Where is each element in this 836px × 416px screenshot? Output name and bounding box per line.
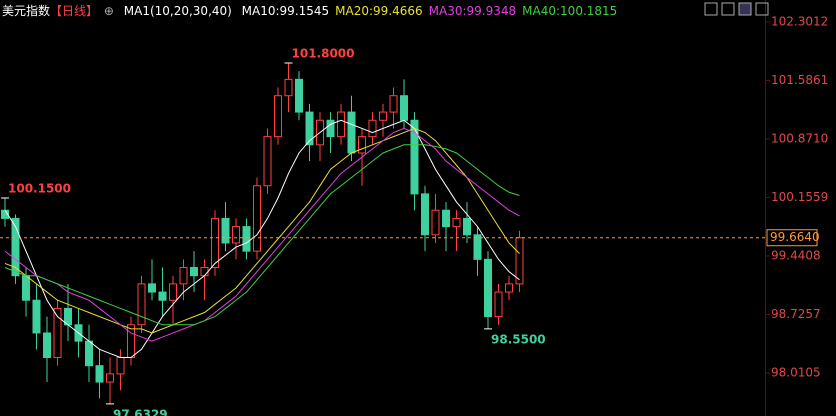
candle-body xyxy=(368,119,377,138)
candle-body xyxy=(494,291,503,318)
indicator-name[interactable]: MA1(10,20,30,40) xyxy=(123,4,232,18)
candle-body xyxy=(484,258,492,318)
candle-body xyxy=(190,267,198,277)
candle-body xyxy=(32,299,41,334)
tool-icon[interactable] xyxy=(755,2,769,16)
legend-entry: MA10:99.1545 xyxy=(241,4,330,18)
candle-body xyxy=(148,283,156,293)
candle-body xyxy=(410,119,419,195)
candle-body xyxy=(43,332,51,359)
candle-body xyxy=(22,275,30,301)
settings-icon[interactable]: ⊕ xyxy=(103,4,114,18)
ma-line xyxy=(4,127,520,342)
candle-body xyxy=(431,209,440,236)
candle-body xyxy=(284,78,293,97)
candle-body xyxy=(389,95,398,113)
tool-icon[interactable] xyxy=(721,2,735,16)
candle-body xyxy=(305,111,314,146)
candle-body xyxy=(116,357,125,375)
last-price-box xyxy=(766,229,818,247)
y-tick-label: 100.8710 xyxy=(771,131,828,145)
y-tick-label: 101.5861 xyxy=(771,73,828,87)
marker-label: 100.1500 xyxy=(8,181,71,195)
legend: MA10:99.1545 MA20:99.4666 MA30:99.9348 MA40… xyxy=(242,4,624,18)
candle-body xyxy=(95,365,104,383)
candle-body xyxy=(515,237,524,285)
candle-body xyxy=(179,267,188,285)
last-price-label: 99.6640 xyxy=(770,230,820,244)
candle-body xyxy=(158,291,167,301)
candle-body xyxy=(263,136,272,187)
candle-body xyxy=(337,111,345,138)
candle-body xyxy=(106,373,114,383)
header: 美元指数【日线】 ⊕ MA1(10,20,30,40) MA10:99.1545… xyxy=(2,2,629,19)
candle-body xyxy=(421,193,429,236)
candle-body xyxy=(473,234,482,260)
candle-body xyxy=(505,283,513,293)
marker-label: 98.5500 xyxy=(491,332,546,346)
candle-body xyxy=(253,185,261,252)
tool-icon[interactable] xyxy=(704,2,718,16)
tool-icon[interactable] xyxy=(738,2,752,16)
candle-body xyxy=(295,78,303,113)
candle-body xyxy=(221,217,230,244)
candles xyxy=(1,62,524,404)
candle-body xyxy=(11,217,20,277)
marker-label: 97.6329 xyxy=(113,407,168,416)
candle-body xyxy=(169,283,177,301)
candle-body xyxy=(242,226,251,252)
candle-body xyxy=(137,283,146,326)
legend-entry: MA30:99.9348 xyxy=(428,4,517,18)
candle-body xyxy=(442,209,450,228)
instrument-name: 美元指数 xyxy=(2,4,51,18)
candle-body xyxy=(53,307,62,359)
y-tick-label: 99.4408 xyxy=(771,248,821,262)
candle-body xyxy=(200,267,209,277)
period: 【日线】 xyxy=(50,4,99,18)
ma-line xyxy=(4,127,520,334)
marker-label: 101.8000 xyxy=(292,46,355,60)
candle-body xyxy=(127,324,135,359)
candle-body xyxy=(85,340,93,367)
candle-body xyxy=(274,95,282,138)
y-tick-label: 98.7257 xyxy=(771,307,821,321)
toolbar[interactable] xyxy=(704,2,769,16)
legend-entry: MA20:99.4666 xyxy=(335,4,423,18)
candle-body xyxy=(326,119,335,138)
candle-body xyxy=(347,111,356,154)
y-tick-label: 102.3012 xyxy=(771,14,828,28)
candle-body xyxy=(358,136,366,154)
ma-line xyxy=(4,119,520,359)
candle-body xyxy=(400,95,408,121)
y-tick-label: 100.1559 xyxy=(771,190,828,204)
candle-body xyxy=(211,217,219,269)
y-tick-label: 98.0105 xyxy=(771,366,821,380)
candle-body xyxy=(463,217,471,236)
ma-line xyxy=(4,144,520,326)
candle-body xyxy=(452,217,461,228)
candle-body xyxy=(232,226,240,244)
candle-body xyxy=(379,111,387,121)
legend-entry: MA40:100.1815 xyxy=(522,4,618,18)
